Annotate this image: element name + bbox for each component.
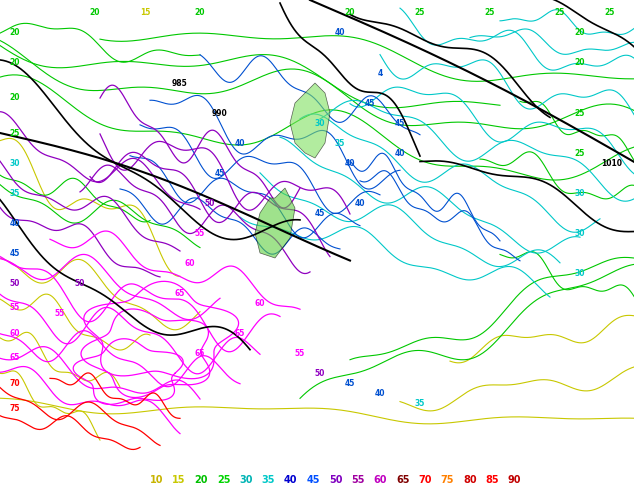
Text: 35: 35 xyxy=(262,475,275,485)
Text: 90: 90 xyxy=(508,475,521,485)
Text: 4: 4 xyxy=(377,69,383,77)
Text: 50: 50 xyxy=(315,368,325,377)
Text: 15: 15 xyxy=(172,475,186,485)
Text: 45: 45 xyxy=(315,209,325,218)
Text: 40: 40 xyxy=(235,139,245,147)
Text: 65: 65 xyxy=(175,289,185,297)
Text: 25: 25 xyxy=(217,475,231,485)
Text: 50: 50 xyxy=(329,475,342,485)
Text: 60: 60 xyxy=(10,328,20,338)
Text: 30: 30 xyxy=(10,158,20,168)
Text: 40: 40 xyxy=(355,198,365,207)
Text: 1010: 1010 xyxy=(602,158,623,168)
Text: 50: 50 xyxy=(75,278,85,288)
Text: 25: 25 xyxy=(415,8,425,18)
Text: 55: 55 xyxy=(351,475,365,485)
Text: 25: 25 xyxy=(10,128,20,138)
Text: 80: 80 xyxy=(463,475,477,485)
Text: Isotachs 10m (km/h): Isotachs 10m (km/h) xyxy=(3,475,104,485)
Text: 990: 990 xyxy=(212,108,228,118)
Text: 65: 65 xyxy=(195,348,205,358)
Text: 30: 30 xyxy=(575,228,585,238)
Text: 60: 60 xyxy=(255,298,265,308)
Text: 70: 70 xyxy=(418,475,432,485)
Text: Surface pressure [hPa] ECMWF: Surface pressure [hPa] ECMWF xyxy=(3,458,154,468)
Text: 25: 25 xyxy=(555,8,565,18)
Text: 30: 30 xyxy=(575,269,585,277)
Text: 25: 25 xyxy=(575,108,585,118)
Text: 30: 30 xyxy=(240,475,253,485)
Text: 10: 10 xyxy=(150,475,164,485)
Text: 50: 50 xyxy=(10,278,20,288)
Text: 20: 20 xyxy=(195,475,208,485)
Text: 45: 45 xyxy=(345,378,355,388)
Text: 20: 20 xyxy=(195,8,205,18)
Text: Tu 24-09-2024 00:00 UTC (06+90): Tu 24-09-2024 00:00 UTC (06+90) xyxy=(465,458,631,468)
Text: 55: 55 xyxy=(195,228,205,238)
Text: 40: 40 xyxy=(375,389,385,397)
Text: 70: 70 xyxy=(10,378,20,388)
Text: 60: 60 xyxy=(373,475,387,485)
Text: 35: 35 xyxy=(10,189,20,197)
Text: 40: 40 xyxy=(284,475,297,485)
Text: 30: 30 xyxy=(575,189,585,197)
Text: ©weatheronline.co.uk: ©weatheronline.co.uk xyxy=(530,475,631,485)
Text: 65: 65 xyxy=(10,353,20,363)
Polygon shape xyxy=(290,83,330,158)
Text: 25: 25 xyxy=(575,148,585,157)
Text: 65: 65 xyxy=(396,475,410,485)
Text: 35: 35 xyxy=(415,398,425,408)
Text: 55: 55 xyxy=(10,303,20,313)
Text: 45: 45 xyxy=(306,475,320,485)
Text: 20: 20 xyxy=(575,58,585,68)
Text: 45: 45 xyxy=(395,119,405,127)
Text: 20: 20 xyxy=(10,28,20,38)
Text: 40: 40 xyxy=(335,28,346,38)
Text: 20: 20 xyxy=(10,94,20,102)
Text: 75: 75 xyxy=(10,403,20,413)
Text: 85: 85 xyxy=(485,475,499,485)
Polygon shape xyxy=(255,188,295,258)
Text: 60: 60 xyxy=(184,259,195,268)
Text: 985: 985 xyxy=(172,78,188,88)
Text: 45: 45 xyxy=(10,248,20,258)
Text: 45: 45 xyxy=(215,169,225,177)
Text: 50: 50 xyxy=(205,198,215,207)
Text: 25: 25 xyxy=(485,8,495,18)
Text: 55: 55 xyxy=(295,348,305,358)
Text: 35: 35 xyxy=(335,139,345,147)
Text: 25: 25 xyxy=(605,8,615,18)
Text: 40: 40 xyxy=(10,219,20,227)
Text: 40: 40 xyxy=(345,158,355,168)
Text: 30: 30 xyxy=(314,119,325,127)
Text: 75: 75 xyxy=(441,475,454,485)
Text: 20: 20 xyxy=(345,8,355,18)
Text: 15: 15 xyxy=(140,8,150,18)
Text: 20: 20 xyxy=(10,58,20,68)
Text: 65: 65 xyxy=(235,328,245,338)
Text: 45: 45 xyxy=(365,98,375,107)
Text: 20: 20 xyxy=(90,8,100,18)
Text: 20: 20 xyxy=(575,28,585,38)
Text: 40: 40 xyxy=(395,148,405,157)
Text: 55: 55 xyxy=(55,309,65,318)
